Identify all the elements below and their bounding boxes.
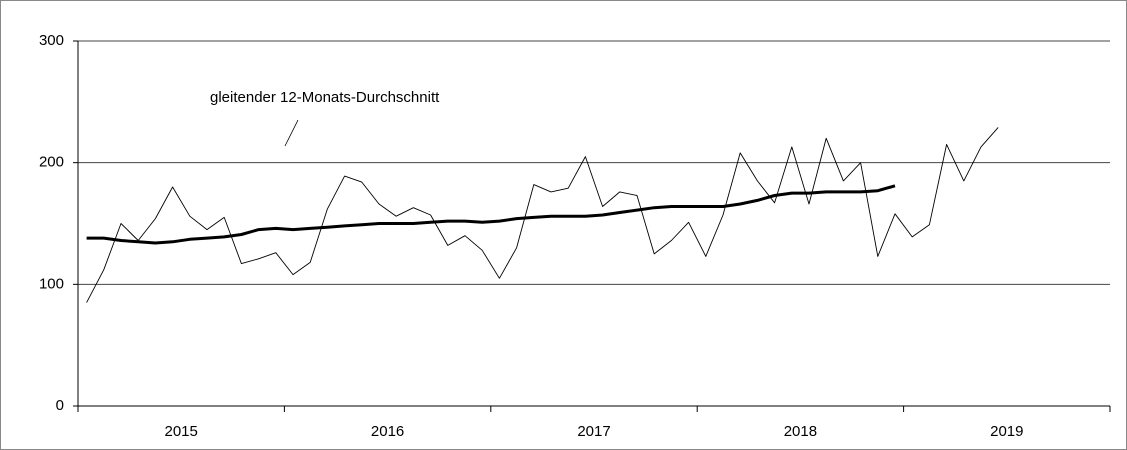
series-line (86, 184, 896, 245)
annotation-pointer (284, 119, 299, 147)
x-tick-label: 2019 (990, 423, 1023, 440)
x-tick-label: 2017 (577, 423, 610, 440)
x-tick-label: 2015 (165, 423, 198, 440)
series-line (86, 127, 999, 303)
y-tick-label: 200 (39, 154, 64, 171)
y-tick-label: 0 (56, 397, 64, 414)
annotation: gleitender 12-Monats-Durchschnitt (210, 89, 440, 106)
x-tick-label: 2018 (784, 423, 817, 440)
x-tick-label: 2016 (371, 423, 404, 440)
y-tick-label: 100 (39, 275, 64, 292)
y-tick-label: 300 (39, 32, 64, 49)
